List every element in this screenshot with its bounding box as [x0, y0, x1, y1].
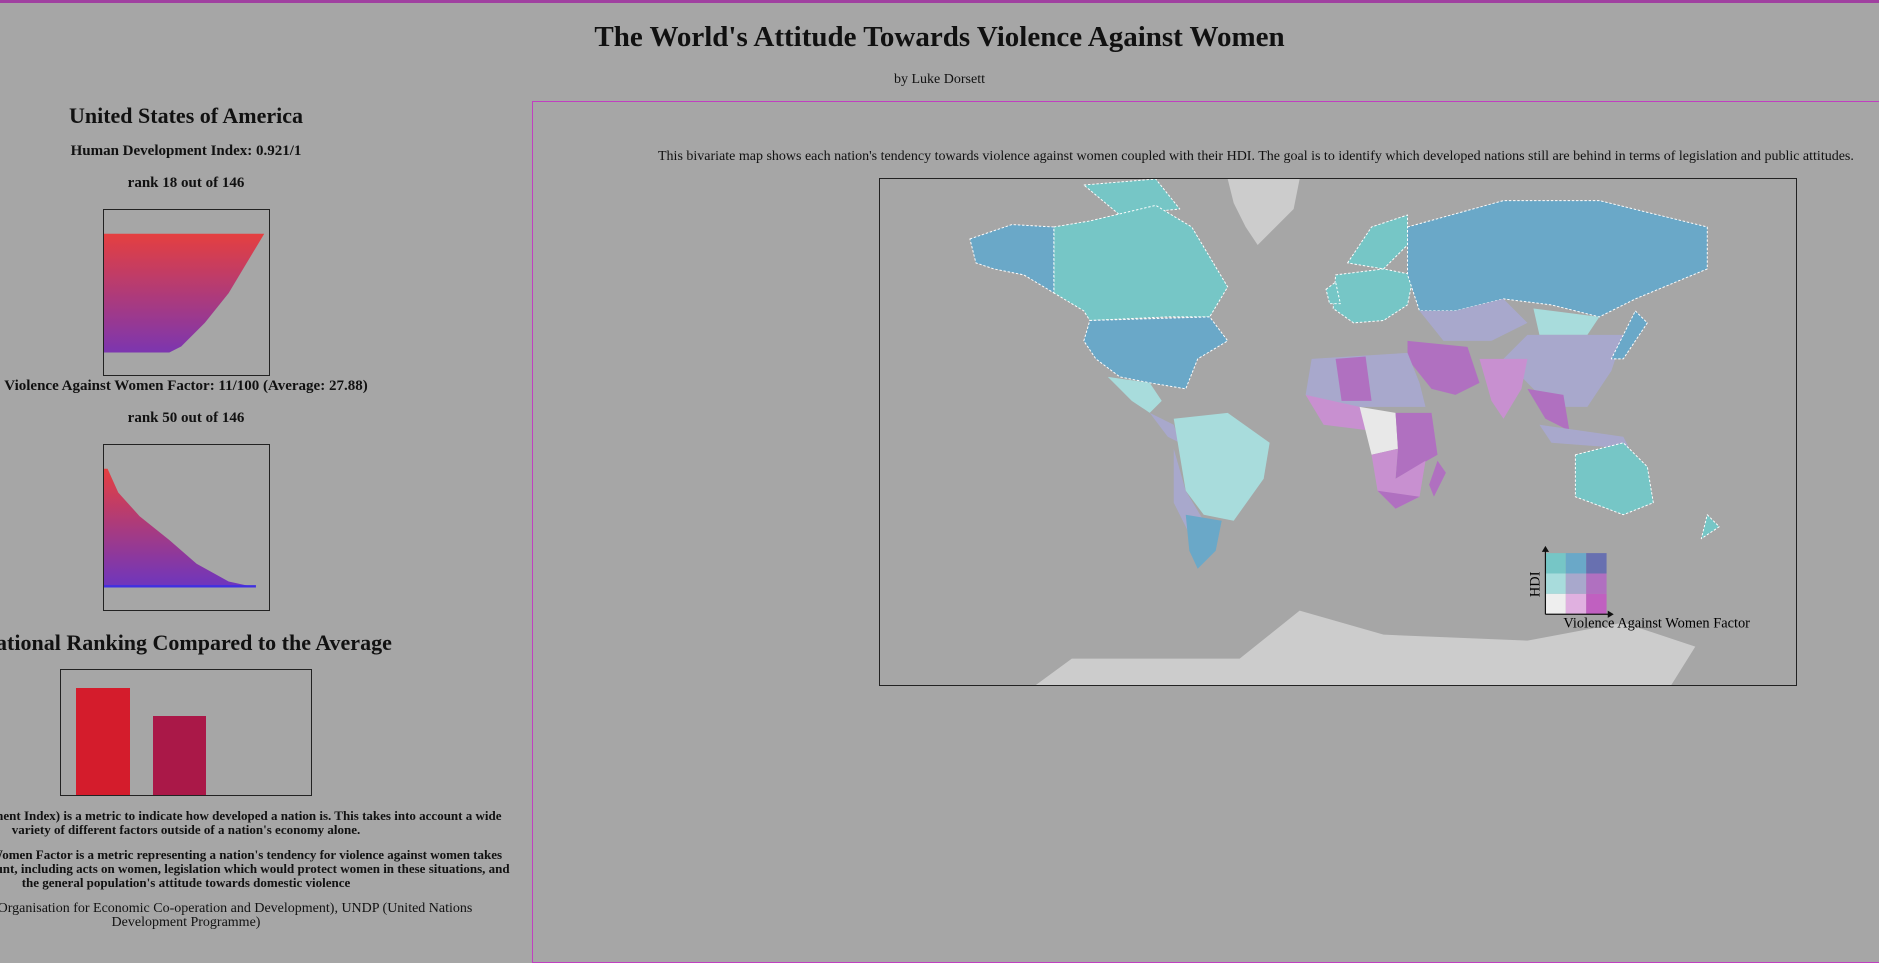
country[interactable]: [1359, 406, 1398, 455]
country[interactable]: [1083, 179, 1181, 216]
vaw-note: The Violence Against Women Factor is a m…: [0, 847, 510, 890]
country[interactable]: [1407, 200, 1708, 318]
country-name: United States of America: [68, 103, 303, 128]
rank-bars: [104, 233, 265, 353]
legend-swatch: [1565, 593, 1587, 615]
country[interactable]: [1539, 424, 1630, 449]
country[interactable]: [1173, 448, 1204, 539]
legend-swatch: [1586, 573, 1607, 594]
country[interactable]: [1419, 298, 1528, 341]
country[interactable]: [1173, 412, 1270, 521]
map-legend: HDI Violence Against Women Factor: [1527, 545, 1750, 631]
country[interactable]: [1527, 388, 1570, 431]
hdi-note: HDI (Human Development Index) is a metri…: [0, 808, 502, 837]
comparison-chart: [60, 669, 312, 796]
vaw-text: Violence Against Women Factor: 11/100 (A…: [4, 378, 368, 394]
country[interactable]: [1700, 514, 1720, 540]
vaw-rank-chart: [103, 444, 270, 611]
country[interactable]: [1335, 356, 1372, 401]
legend-swatch: [1565, 573, 1587, 594]
country[interactable]: [1395, 412, 1438, 479]
country[interactable]: [1503, 334, 1624, 407]
page-title: The World's Attitude Towards Violence Ag…: [594, 21, 1285, 53]
legend-swatch: [1586, 593, 1607, 615]
legend-swatch: [1545, 573, 1566, 594]
legend-swatch: [1586, 553, 1607, 574]
legend-swatch: [1545, 593, 1566, 615]
country[interactable]: [1574, 442, 1654, 516]
legend-y-label: HDI: [1527, 571, 1543, 597]
country[interactable]: [1053, 204, 1229, 321]
legend-swatch: [1565, 553, 1587, 574]
map-description: This bivariate map shows each nation's t…: [658, 149, 1854, 164]
legend-mark: [969, 179, 1720, 685]
country[interactable]: [969, 224, 1055, 294]
legend-x-label: Violence Against Women Factor: [1563, 615, 1750, 631]
hdi-rank-chart: [103, 209, 270, 376]
country[interactable]: [1533, 308, 1600, 335]
country[interactable]: [1377, 490, 1420, 509]
map-panel: This bivariate map shows each nation's t…: [532, 101, 1879, 963]
country[interactable]: [1149, 412, 1180, 443]
legend-mark: [1607, 610, 1614, 618]
vaw-rank: rank 50 out of 146: [127, 410, 245, 426]
country[interactable]: [1035, 610, 1696, 685]
byline: by Luke Dorsett: [894, 72, 985, 87]
country[interactable]: [1479, 358, 1528, 419]
legend-mark: [1541, 545, 1550, 552]
hdi-rank: rank 18 out of 146: [127, 175, 245, 191]
hdi-bar: [76, 688, 130, 795]
country[interactable]: [1332, 268, 1415, 324]
country[interactable]: [1107, 376, 1162, 413]
country[interactable]: [1325, 281, 1341, 305]
sources: Sources: OECD (Organisation for Economic…: [0, 901, 473, 930]
country[interactable]: [1185, 514, 1222, 569]
country[interactable]: [1610, 310, 1648, 360]
vaw-bar: [153, 716, 206, 795]
comparison-title: National Ranking Compared to the Average: [0, 630, 392, 655]
country[interactable]: [1347, 214, 1409, 270]
country[interactable]: [1429, 460, 1446, 497]
country[interactable]: [1305, 394, 1372, 431]
bivariate-map: HDI Violence Against Women Factor: [879, 178, 1797, 686]
country[interactable]: [1227, 179, 1300, 245]
country[interactable]: [1083, 316, 1229, 390]
legend-swatch: [1545, 553, 1566, 574]
hdi-text: Human Development Index: 0.921/1: [70, 143, 302, 159]
rank-bars: [104, 468, 256, 588]
